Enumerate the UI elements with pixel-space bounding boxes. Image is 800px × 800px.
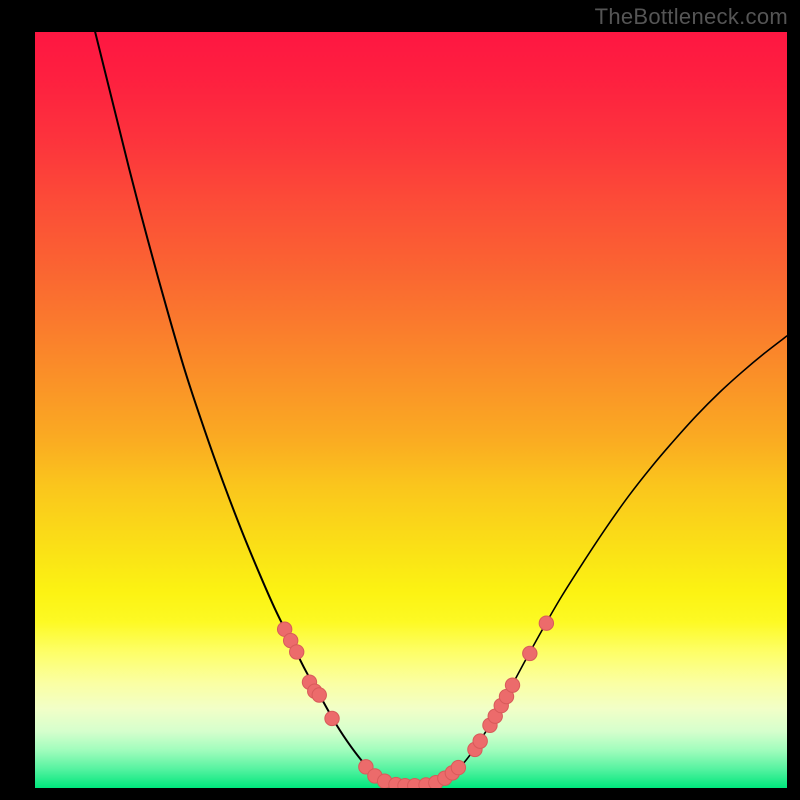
data-marker <box>523 646 537 660</box>
data-marker <box>325 711 339 725</box>
data-marker <box>451 760 465 774</box>
curve-layer <box>35 32 787 788</box>
bottleneck-curve <box>403 336 787 786</box>
data-marker <box>505 678 519 692</box>
chart-stage: TheBottleneck.com <box>0 0 800 800</box>
data-marker <box>289 645 303 659</box>
watermark-text: TheBottleneck.com <box>595 4 788 30</box>
data-marker <box>473 734 487 748</box>
plot-area <box>35 32 787 788</box>
data-marker <box>539 616 553 630</box>
bottleneck-curve <box>95 32 403 786</box>
data-marker <box>312 688 326 702</box>
